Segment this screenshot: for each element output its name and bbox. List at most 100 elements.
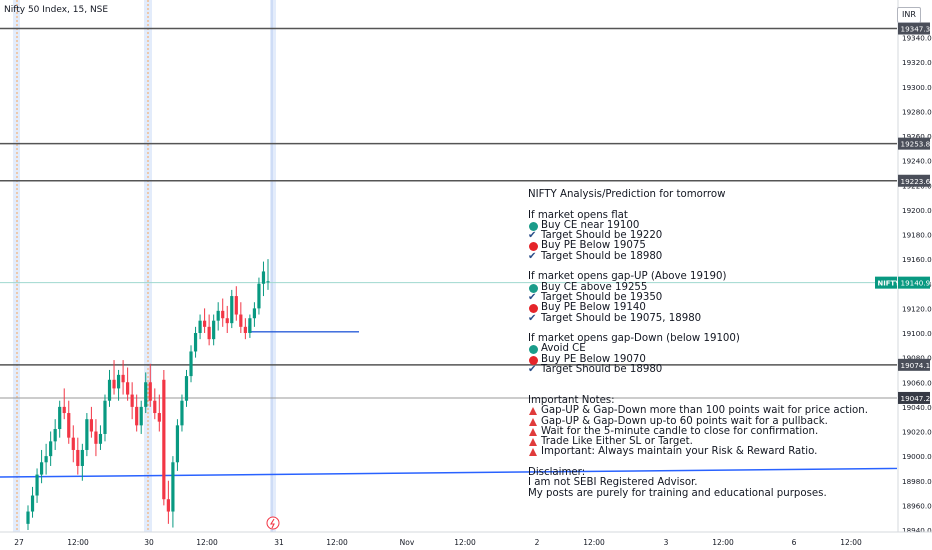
candle <box>216 302 220 331</box>
candle <box>85 413 89 457</box>
candle <box>39 449 44 484</box>
svg-text:19253.80: 19253.80 <box>901 140 932 149</box>
candle <box>171 456 175 528</box>
candle <box>248 314 252 338</box>
gap-up-heading: If market opens gap-UP (Above 19190) <box>528 271 727 283</box>
currency-button[interactable]: INR <box>897 7 921 23</box>
y-tick-label: 19340.00 <box>902 34 932 43</box>
note-title: NIFTY Analysis/Prediction for tomorrow <box>528 189 726 200</box>
x-tick-label: 12:00 <box>454 538 476 547</box>
x-tick-label: 12:00 <box>67 538 89 547</box>
check-mark-icon: ✔ <box>528 250 537 262</box>
gap-down-heading: If market opens gap-Down (below 19100) <box>528 333 740 345</box>
candle <box>266 259 270 290</box>
x-tick-label: 30 <box>144 538 154 547</box>
event-marker-icon[interactable] <box>266 516 280 530</box>
flat-line-2: Target Should be 19220 <box>541 230 663 242</box>
y-tick-label: 19120.00 <box>902 304 932 313</box>
disclaimer-heading: Disclaimer: <box>528 467 586 479</box>
important-line-5: Important: Always maintain your Risk & R… <box>541 446 818 458</box>
candle <box>162 369 166 506</box>
warning-triangle-icon <box>529 448 537 457</box>
candle <box>193 326 198 358</box>
candle <box>175 419 180 471</box>
x-tick-label: 31 <box>274 538 284 547</box>
candle <box>261 261 266 297</box>
price-tags: 19347.30 19253.80 19223.65 19074.15 19047.25… <box>875 22 932 404</box>
warning-triangle-icon <box>529 427 537 436</box>
up-line-4: Target Should be 19075, 18980 <box>541 312 702 324</box>
svg-text:19347.30: 19347.30 <box>901 25 932 34</box>
green-circle-icon <box>529 283 538 293</box>
short-level-line <box>248 325 359 333</box>
x-tick-label: 12:00 <box>326 538 348 547</box>
warning-triangle-icon <box>529 438 537 447</box>
down-line-3: Target Should be 18980 <box>541 364 663 376</box>
symbol-title[interactable]: Nifty 50 Index, 15, NSE <box>4 5 109 15</box>
candle <box>121 360 125 395</box>
y-tick-label: 19240.00 <box>902 157 932 166</box>
candle <box>139 400 143 434</box>
y-tick-label: 19280.00 <box>902 107 932 116</box>
green-circle-icon <box>529 345 538 355</box>
candle <box>67 400 71 444</box>
candle <box>166 480 170 524</box>
important-line-1: Gap-UP & Gap-Down more than 100 points w… <box>541 405 868 417</box>
candle <box>26 505 30 530</box>
candle <box>135 394 139 432</box>
y-tick-label: 18980.00 <box>902 477 932 486</box>
x-tick-label: 12:00 <box>712 538 734 547</box>
x-tick-label: 12:00 <box>196 538 218 547</box>
green-circle-icon <box>529 221 538 231</box>
down-line-1: Avoid CE <box>541 343 586 355</box>
up-line-3: Buy PE Below 19140 <box>541 302 646 314</box>
candle <box>130 382 134 420</box>
svg-text:19047.25: 19047.25 <box>901 394 932 403</box>
candle <box>112 360 116 395</box>
candle <box>230 289 234 329</box>
y-tick-label: 18960.00 <box>902 501 932 510</box>
disclaimer-line-2: My posts are purely for training and edu… <box>528 487 827 499</box>
candle <box>53 419 57 450</box>
candle <box>243 318 247 340</box>
candle <box>44 443 48 475</box>
level-price-tag: 19253.80 <box>898 137 932 150</box>
svg-text:NIFTY: NIFTY <box>878 280 900 288</box>
candle <box>252 302 257 327</box>
level-price-tag: 19347.30 <box>898 22 932 35</box>
down-line-2: Buy PE Below 19070 <box>541 353 646 365</box>
flat-line-3: Buy PE Below 19075 <box>541 240 646 252</box>
flat-line-4: Target Should be 18980 <box>541 250 663 262</box>
candle <box>103 394 107 442</box>
level-price-tag: 19074.15 <box>898 358 932 371</box>
svg-text:19140.90: 19140.90 <box>901 279 932 288</box>
flat-heading: If market opens flat <box>528 209 628 221</box>
x-tick-label: 27 <box>14 538 24 547</box>
svg-text:19223.65: 19223.65 <box>901 177 932 186</box>
y-tick-label: 19160.00 <box>902 255 932 264</box>
x-tick-label: Nov <box>400 538 415 547</box>
candle <box>49 431 53 466</box>
important-line-2: Gap-UP & Gap-Down up-to 60 points wait f… <box>541 415 828 427</box>
x-tick-label: 12:00 <box>840 538 862 547</box>
candle <box>184 369 189 407</box>
y-tick-label: 19260.00 <box>902 132 932 141</box>
candle <box>180 394 184 432</box>
time-axis[interactable]: 27 12:00 30 12:00 31 12:00 Nov 12:00 2 12:00 3 12:0… <box>0 531 932 550</box>
current-price-tag: NIFTY 19140.90 <box>875 276 932 289</box>
x-tick-label: 6 <box>792 538 797 547</box>
price-axis[interactable]: 19340.00 19320.00 19300.00 19280.00 19260.00… <box>897 0 932 550</box>
candle <box>89 406 93 438</box>
highlight-bands <box>13 0 276 532</box>
candle <box>239 302 243 333</box>
trend-line <box>0 467 898 478</box>
candle <box>225 305 229 333</box>
y-tick-label: 19080.00 <box>902 354 932 363</box>
y-tick-label: 19300.00 <box>902 83 932 92</box>
up-line-2: Target Should be 19350 <box>541 291 663 303</box>
session-band <box>270 0 276 532</box>
level-price-tag: 19223.65 <box>898 174 932 187</box>
check-mark-icon: ✔ <box>528 312 537 324</box>
check-mark-icon: ✔ <box>528 230 537 242</box>
